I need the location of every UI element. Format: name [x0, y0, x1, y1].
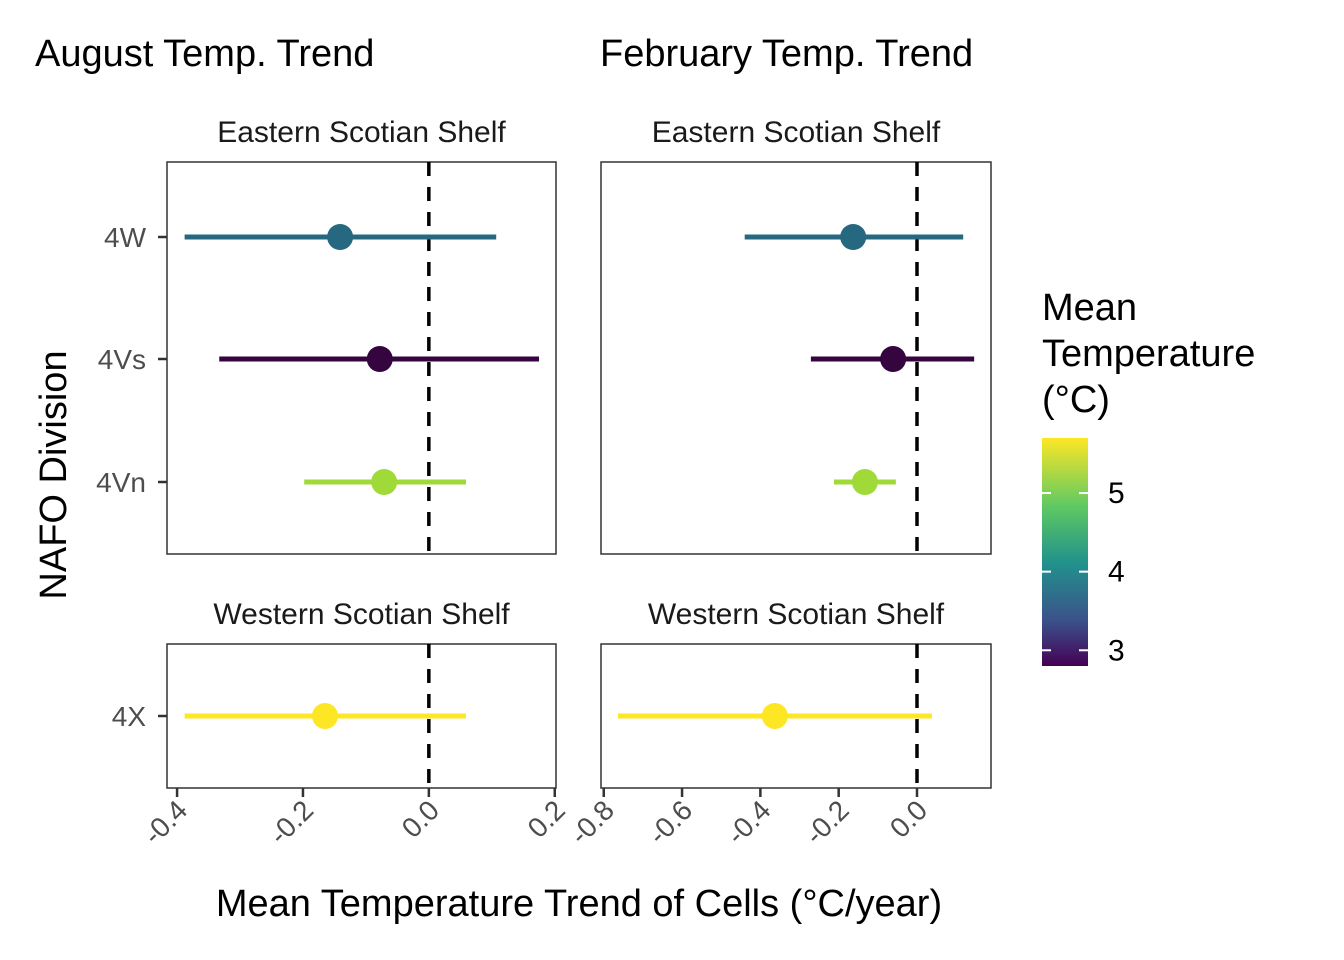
point-4Vs [366, 346, 393, 372]
point-4Vn [371, 469, 398, 495]
facet-strip-label: Eastern Scotian Shelf [652, 116, 941, 149]
legend-title-line-2: Temperature [1042, 333, 1255, 375]
point-4Vn [851, 469, 878, 495]
x-tick-label: -0.6 [642, 794, 698, 850]
y-tick-label: 4Vs [98, 344, 146, 375]
colorbar-tick-label: 4 [1108, 556, 1125, 589]
colorbar-tick-label: 3 [1108, 634, 1125, 667]
point-4Vs [880, 346, 907, 372]
point-4W [327, 224, 354, 250]
y-tick-label: 4X [112, 701, 147, 732]
legend-title-line-3: (°C) [1042, 379, 1110, 421]
colorbar [1042, 438, 1088, 666]
y-tick-label: 4W [104, 222, 147, 253]
x-tick-label: -0.2 [799, 794, 855, 850]
legend-title-line-1: Mean [1042, 287, 1137, 329]
panel-title-february: February Temp. Trend [600, 33, 973, 75]
x-tick-label: -0.4 [137, 794, 193, 850]
x-tick-label: 0.2 [522, 794, 571, 843]
y-tick-label: 4Vn [96, 467, 146, 498]
x-tick-label: 0.0 [884, 794, 933, 843]
point-4X [761, 703, 788, 729]
point-4X [311, 703, 338, 729]
x-tick-label: -0.4 [721, 794, 777, 850]
x-tick-label: 0.0 [396, 794, 445, 843]
y-axis-label: NAFO Division [33, 350, 75, 599]
x-axis-label: Mean Temperature Trend of Cells (°C/year… [216, 883, 942, 925]
x-tick-label: -0.2 [263, 794, 319, 850]
facet-strip-label: Western Scotian Shelf [213, 598, 510, 631]
point-4W [840, 224, 867, 250]
colorbar-tick-label: 5 [1108, 477, 1125, 510]
legend: Mean Temperature (°C) 3 4 5 [1042, 287, 1255, 667]
facet-strip-label: Eastern Scotian Shelf [217, 116, 506, 149]
x-tick-label: -0.8 [564, 794, 620, 850]
panel-title-august: August Temp. Trend [35, 33, 374, 75]
facet-strip-label: Western Scotian Shelf [648, 598, 945, 631]
